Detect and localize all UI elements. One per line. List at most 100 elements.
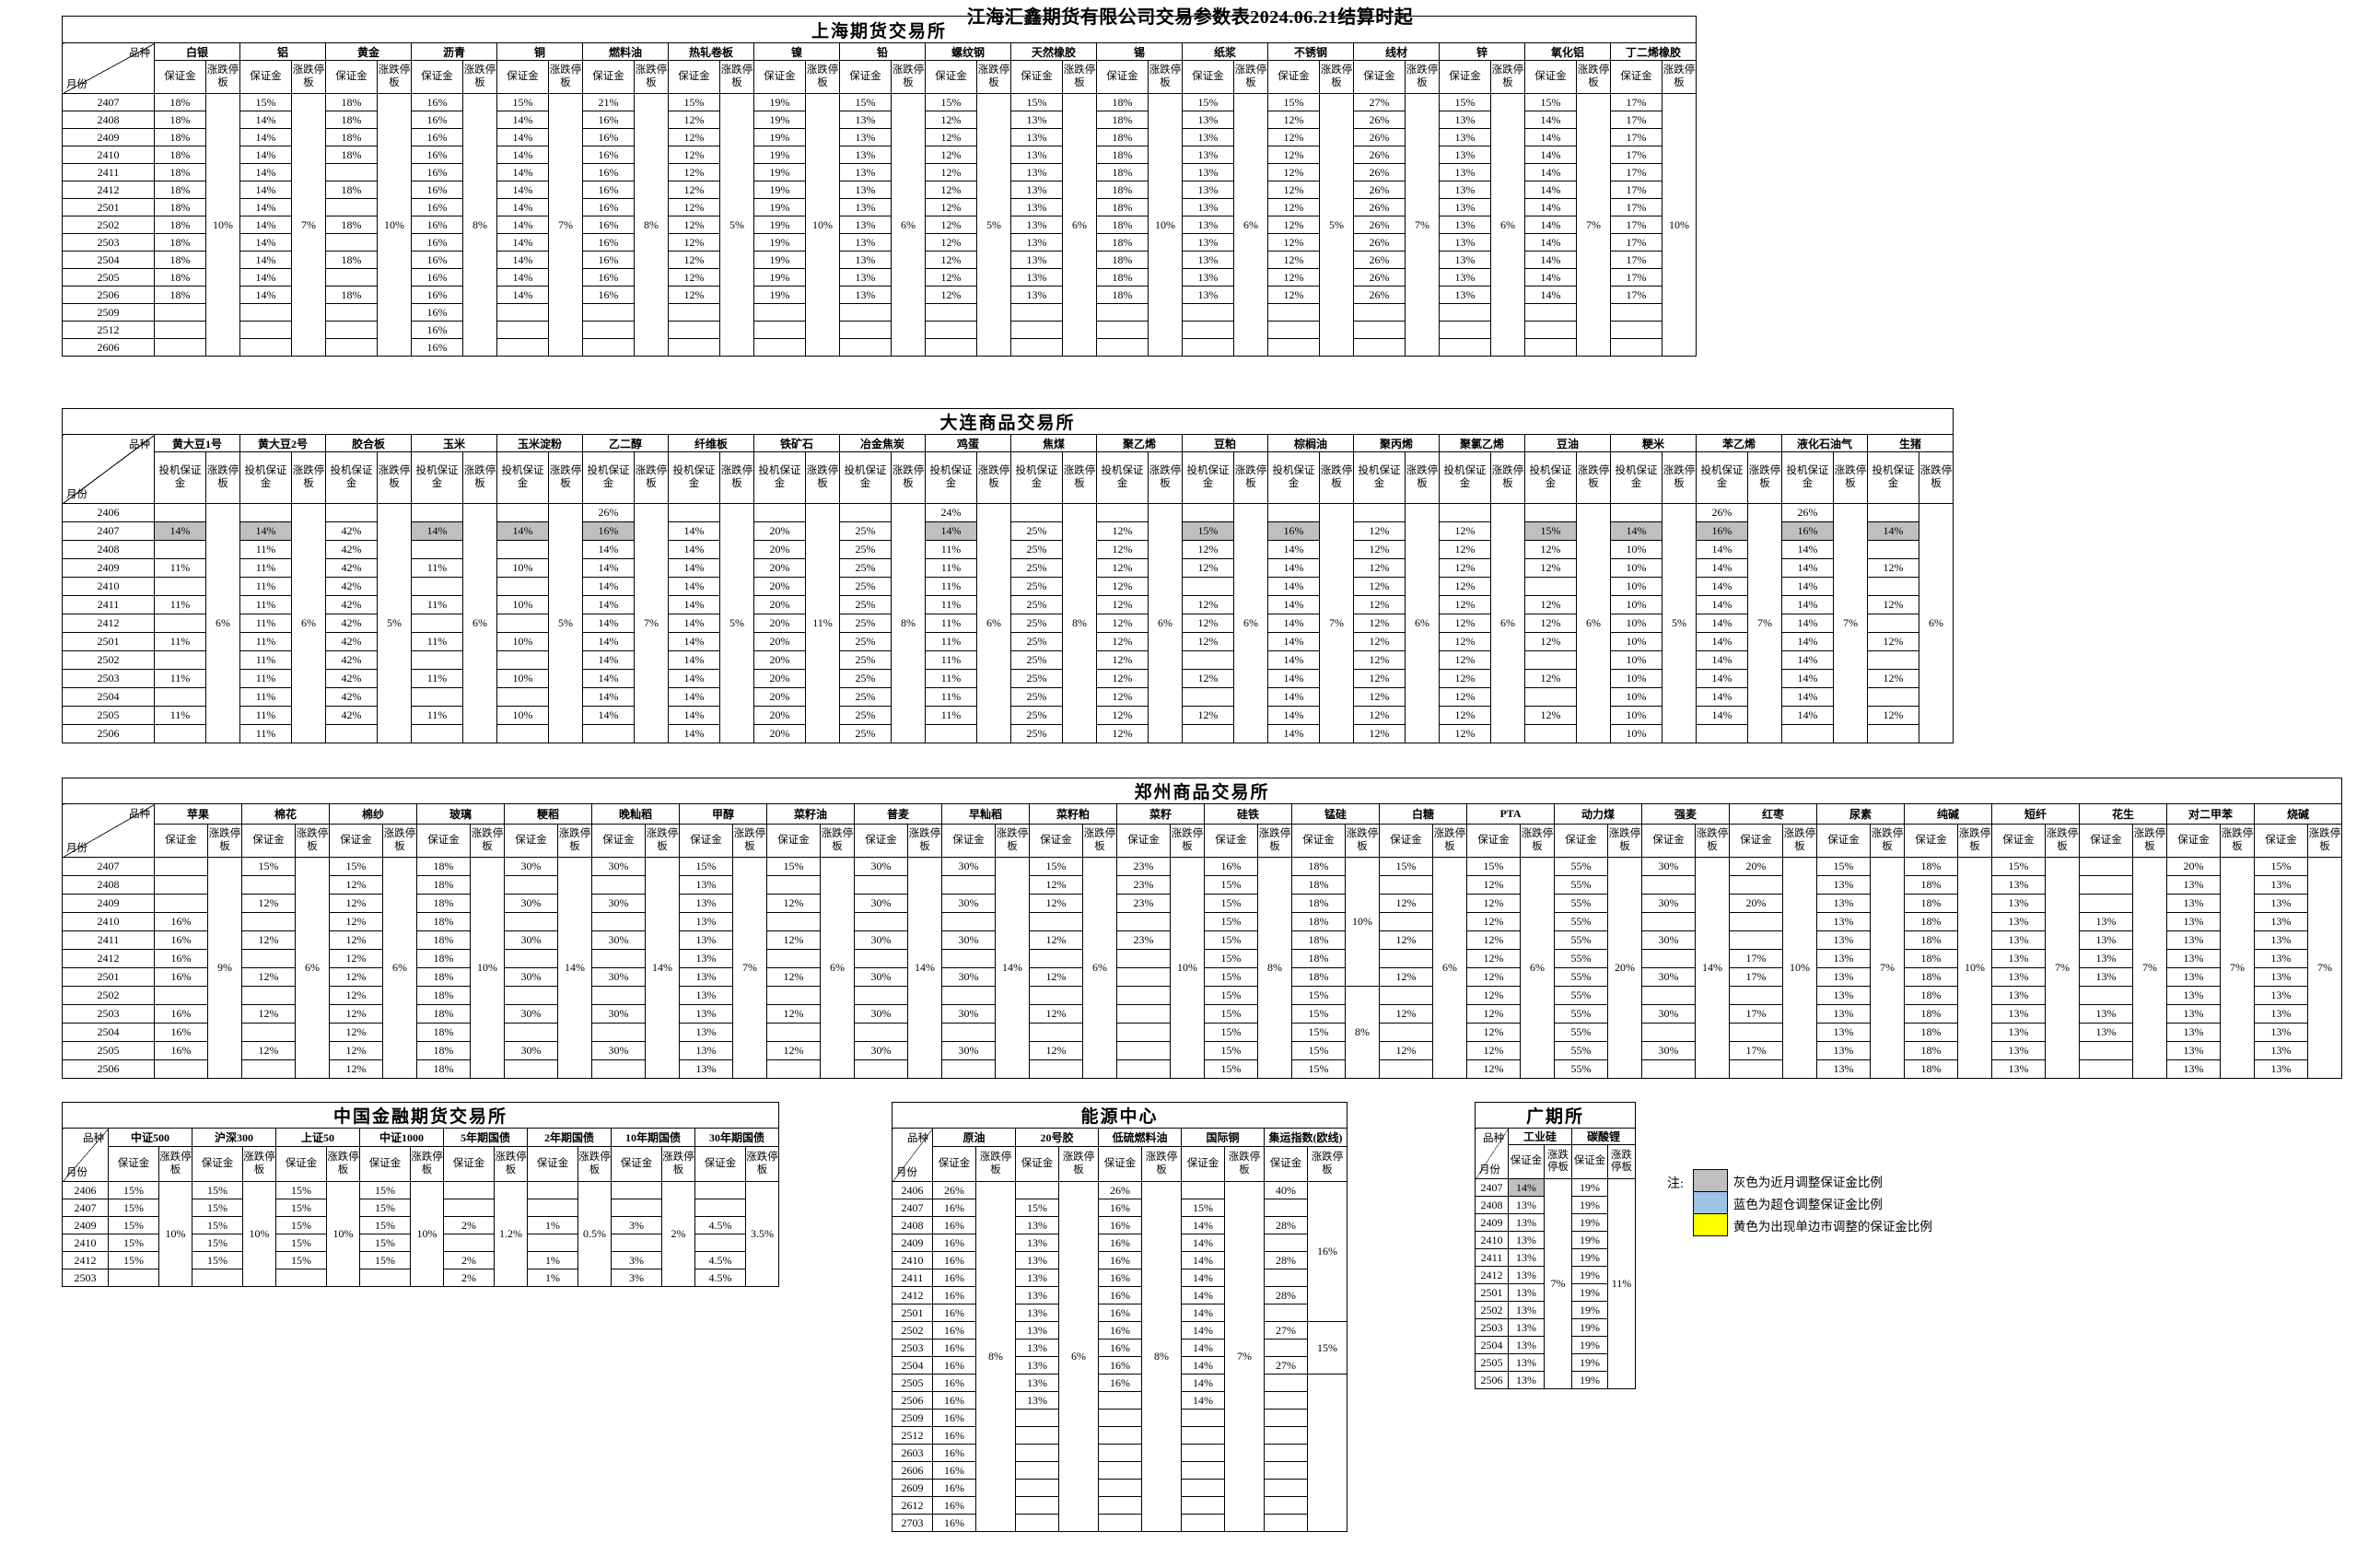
margin-cell: 13% [1182,181,1234,199]
limit-cell: 6% [1490,93,1525,357]
margin-cell [496,614,549,633]
margin-cell [668,338,720,357]
margin-header: 保证金 [359,1146,411,1182]
margin-cell: 15% [1291,1041,1346,1060]
margin-cell: 18% [154,233,206,252]
margin-cell: 11% [925,632,977,651]
margin-cell: 14% [668,706,720,725]
product-header: 20号胶 [1015,1128,1099,1147]
margin-cell: 12% [1182,632,1234,651]
margin-cell: 16% [1098,1321,1142,1340]
margin-cell: 14% [1867,521,1919,541]
margin-cell: 13% [1182,163,1234,181]
limit-cell: 6% [1919,503,1954,743]
month-row: 2502 18% 14% 18% 16% 14% 16% 12% 19% 13% 12% 13% 18%… [62,216,1697,234]
margin-cell: 12% [668,286,720,304]
margin-cell: 26% [1781,503,1834,522]
margin-cell: 13% [1991,1023,2046,1042]
margin-cell: 18% [1291,967,1346,987]
margin-cell [1098,1461,1142,1480]
margin-cell [1867,503,1919,522]
margin-cell: 55% [1554,875,1608,895]
margin-cell: 12% [1466,875,1521,895]
month-cell: 2501 [1475,1283,1509,1302]
margin-header: 保证金 [443,1146,495,1182]
limit-cell: 7% [1747,503,1782,743]
margin-cell: 12% [1466,986,1521,1005]
margin-cell [154,687,206,707]
margin-header: 保证金 [1466,824,1521,858]
product-header: 30年期国债 [694,1128,779,1147]
margin-cell: 13% [1182,146,1234,164]
month-row: 2410 16% 13% 16% 14% 28% [892,1251,1348,1269]
margin-cell: 13% [1015,1339,1059,1357]
month-row: 2408 11% 42% 14% 14% 20% 25% 11% 25% 12% 12% 14% 12%… [62,540,1954,559]
margin-cell: 14% [1267,632,1320,651]
margin-cell [582,303,635,322]
limit-header: 涨跌停板 [1405,451,1440,504]
margin-cell: 13% [1015,1234,1059,1252]
margin-cell: 10% [1610,540,1662,559]
margin-cell [1182,338,1234,357]
month-cell: 2407 [892,1199,933,1217]
margin-cell: 55% [1554,986,1608,1005]
margin-header: 保证金 [1816,824,1871,858]
limit-cell: 6% [891,93,926,357]
margin-cell: 16% [411,268,463,287]
margin-cell: 16% [154,949,208,968]
margin-cell: 13% [1010,146,1063,164]
margin-header: 保证金 [1554,824,1608,858]
margin-cell: 15% [1816,857,1871,876]
margin-header: 保证金 [325,60,378,94]
margin-cell: 11% [239,724,292,743]
margin-cell: 15% [275,1251,327,1269]
margin-header: 保证金 [108,1146,159,1182]
product-header: 铜 [496,42,583,61]
limit-header: 涨跌停板 [377,60,412,94]
margin-header: 保证金 [496,60,549,94]
margin-cell: 17% [1610,128,1662,146]
margin-cell: 26% [1353,198,1406,216]
margin-cell: 12% [925,216,977,234]
month-row: 2406 6% 6% 5% 6% 5% 26% 7% 5% 11% 8% 24% 6% 8% 6% 6% 7% 6… [62,503,1954,743]
corner-bottom-label: 月份 [1479,1164,1500,1176]
margin-cell [941,1023,996,1042]
margin-cell: 16% [932,1461,976,1480]
margin-cell: 14% [668,669,720,688]
month-cell: 2412 [62,181,155,199]
margin-cell: 12% [925,181,977,199]
margin-cell [668,303,720,322]
limit-cell: 7% [634,503,669,743]
month-row: 2512 16% [62,321,1697,339]
margin-cell: 13% [2254,930,2308,950]
month-cell: 2505 [1475,1353,1509,1372]
product-header: 动力煤 [1554,803,1642,825]
limit-cell: 1.2% [494,1181,528,1287]
product-header: 生猪 [1867,434,1954,452]
margin-cell: 19% [1571,1318,1608,1337]
margin-cell: 18% [1291,930,1346,950]
product-header: 玉米淀粉 [496,434,583,452]
month-cell: 2504 [62,251,155,269]
margin-cell [694,1199,746,1217]
margin-cell: 26% [1353,163,1406,181]
margin-cell: 15% [192,1216,243,1234]
month-cell: 2407 [62,1199,109,1217]
margin-cell: 18% [1904,949,1958,968]
margin-cell: 13% [1991,1041,2046,1060]
limit-cell: 7% [1870,857,1905,1079]
margin-cell [753,503,806,522]
margin-cell: 12% [1267,268,1320,287]
margin-cell: 12% [1267,163,1320,181]
margin-cell: 11% [411,595,463,614]
margin-cell: 14% [154,521,206,541]
margin-cell [504,986,558,1005]
margin-cell: 13% [1010,268,1063,287]
margin-cell [325,198,378,216]
margin-cell [1096,321,1149,339]
margin-cell: 14% [1267,540,1320,559]
margin-cell: 12% [1379,967,1433,987]
limit-header: 涨跌停板 [207,824,242,858]
margin-cell [941,949,996,968]
margin-cell: 13% [1015,1304,1059,1322]
